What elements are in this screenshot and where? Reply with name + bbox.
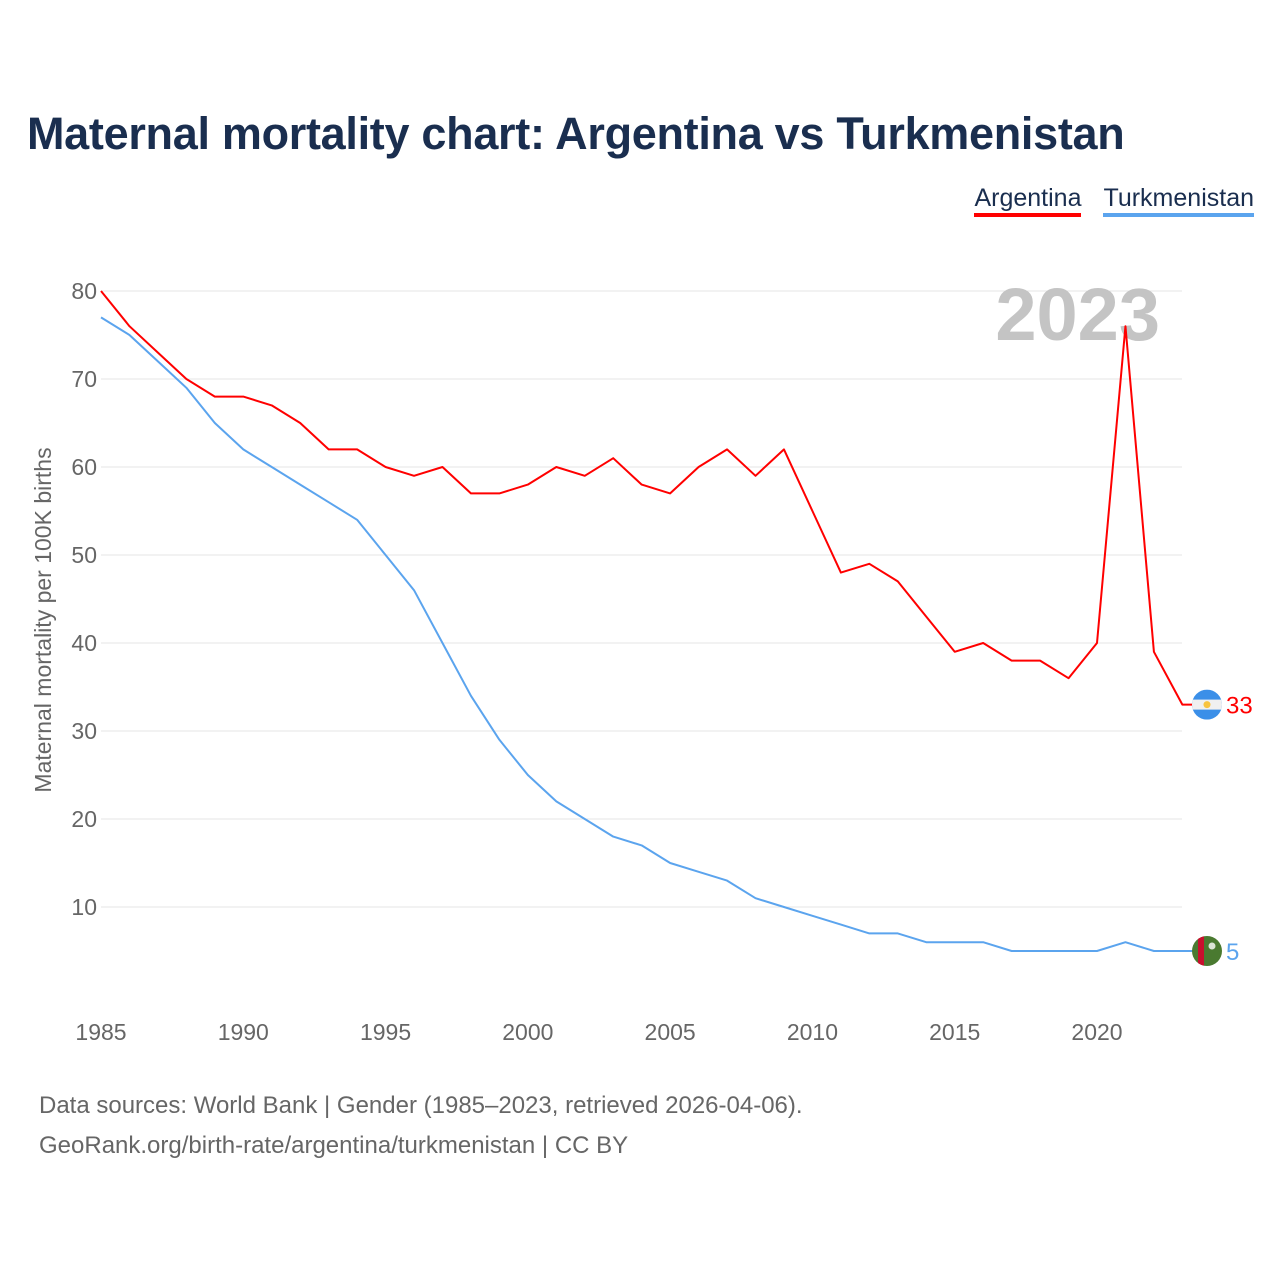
x-tick-label: 2000 [502,1019,553,1045]
y-tick-label: 80 [71,278,97,304]
x-tick-label: 1985 [75,1019,126,1045]
turkmenistan-flag-icon [1192,936,1222,966]
y-tick-label: 20 [71,806,97,832]
x-tick-label: 2015 [929,1019,980,1045]
y-axis-label: Maternal mortality per 100K births [30,447,56,792]
y-tick-label: 50 [71,542,97,568]
x-tick-label: 2020 [1071,1019,1122,1045]
y-tick-label: 60 [71,454,97,480]
series-line-argentina [100,290,1195,706]
x-tick-label: 1995 [360,1019,411,1045]
legend-item-argentina[interactable]: Argentina [974,183,1082,217]
end-value-label: 33 [1226,693,1253,720]
attribution-link[interactable]: GeoRank.org/birth-rate/argentina/turkmen… [39,1132,629,1159]
x-tick-label: 1990 [218,1019,269,1045]
series-line-turkmenistan [100,316,1195,952]
legend-item-turkmenistan[interactable]: Turkmenistan [1103,183,1254,217]
x-tick-label: 2005 [645,1019,696,1045]
data-source-text: Data sources: World Bank | Gender (1985–… [39,1092,803,1119]
y-tick-label: 10 [71,894,97,920]
end-value-label: 5 [1226,939,1239,966]
y-tick-label: 70 [71,366,97,392]
legend: Argentina Turkmenistan [974,183,1254,217]
year-watermark: 2023 [995,273,1160,356]
footer: Data sources: World Bank | Gender (1985–… [39,1086,803,1166]
y-tick-label: 40 [71,630,97,656]
chart-title: Maternal mortality chart: Argentina vs T… [27,108,1125,159]
y-tick-label: 30 [71,718,97,744]
x-tick-label: 2010 [787,1019,838,1045]
argentina-flag-icon [1192,689,1222,720]
